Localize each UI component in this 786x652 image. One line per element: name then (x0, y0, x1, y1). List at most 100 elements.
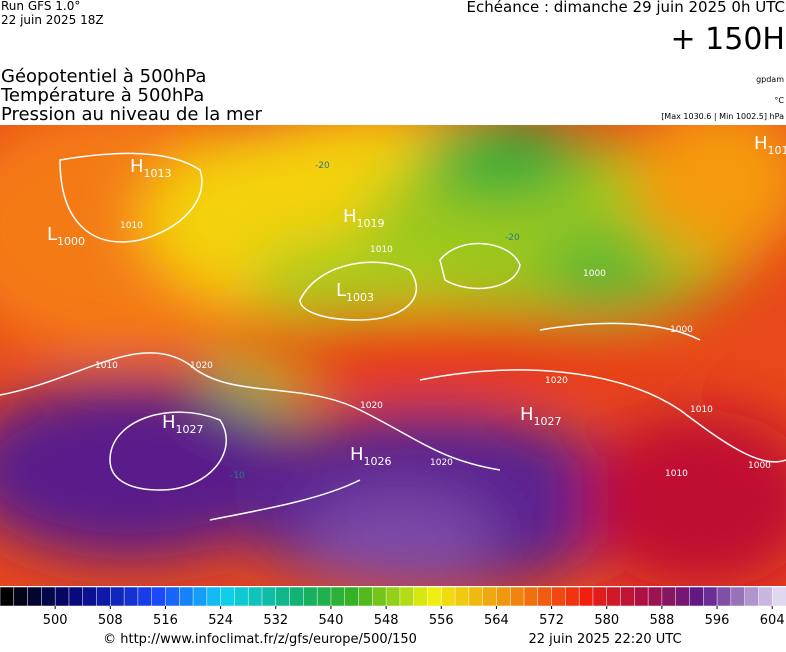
colorbar: 500 508 516 524 532 540 548 556 564 572 580 588 596 6… (0, 586, 786, 628)
pressure-center: H1027 (520, 404, 562, 428)
colorbar-swatch (96, 586, 112, 607)
contour-label: 1010 (665, 469, 688, 479)
contour-label: -20 (315, 161, 330, 171)
colorbar-swatch (399, 586, 415, 607)
colorbar-label: 556 (429, 613, 454, 628)
colorbar-label: 508 (98, 613, 123, 628)
center-letter: H (350, 444, 364, 465)
colorbar-swatch (634, 586, 649, 607)
colorbar-swatch (344, 586, 360, 607)
colorbar-swatch (703, 586, 718, 607)
colorbar-swatch (427, 586, 443, 607)
field: Pression au niveau de la mer (1, 104, 263, 125)
colorbar-swatch (220, 586, 236, 607)
center-letter: H (162, 412, 176, 433)
colorbar-swatch (730, 586, 746, 607)
colorbar-label: 532 (263, 613, 288, 628)
colorbar-swatch (413, 586, 429, 607)
pressure-center: H101 (754, 133, 786, 157)
colorbar-swatch (330, 586, 346, 607)
colorbar-swatch (606, 586, 622, 607)
pressure-center: L1003 (336, 280, 374, 304)
colorbar-swatch (123, 586, 139, 607)
center-letter: H (754, 133, 768, 154)
colorbar-swatch (165, 586, 181, 607)
colorbar-label: 540 (319, 613, 344, 628)
contour-label: -20 (505, 233, 520, 243)
colorbar-swatch (441, 586, 456, 607)
colorbar-swatch (261, 586, 277, 607)
center-letter: L (336, 280, 346, 301)
colorbar-label: 500 (43, 613, 68, 628)
colorbar-label: 524 (208, 613, 233, 628)
center-value: 1027 (534, 415, 562, 428)
colorbar-swatch (13, 586, 29, 607)
center-value: 1000 (57, 235, 85, 248)
colorbar-swatch (206, 586, 222, 607)
forecast: Echéance : dimanche 29 juin 2025 0h UTC (467, 0, 785, 16)
center-letter: H (343, 206, 357, 227)
colorbar-swatch (289, 586, 305, 607)
colorbar-swatch (523, 586, 539, 607)
colorbar-label: 516 (153, 613, 178, 628)
colorbar-label: 604 (760, 613, 785, 628)
unit: °C (774, 96, 784, 105)
colorbar-swatch (647, 586, 663, 607)
colorbar-swatch (68, 586, 84, 607)
colorbar-swatch (551, 586, 567, 607)
contour-label: 1010 (120, 221, 143, 231)
center-value: 1027 (176, 423, 204, 436)
contour-label: 1020 (360, 401, 383, 411)
colorbar-swatch (0, 586, 15, 607)
lead-time: + 150H (671, 22, 786, 57)
colorbar-swatch (771, 586, 786, 607)
center-letter: L (47, 224, 57, 245)
field: Température à 500hPa (0, 85, 204, 106)
colorbar-swatch (151, 586, 167, 607)
colorbar-swatch (509, 586, 525, 607)
colorbar-swatch (661, 586, 677, 607)
colorbar-swatch (316, 586, 332, 607)
field: Géopotentiel à 500hPa (1, 66, 206, 87)
colorbar-swatch (54, 586, 70, 607)
contour-label: 1020 (430, 458, 453, 468)
colorbar-swatch (689, 586, 705, 607)
colorbar-label: 596 (705, 613, 730, 628)
colorbar-swatch (578, 586, 594, 607)
pressure-center: L1000 (47, 224, 85, 248)
map-labels: H1013L1000H1019L1003H1027H1026H1027H1011… (47, 133, 786, 481)
colorbar-swatch (758, 586, 773, 607)
colorbar-swatch (675, 586, 691, 607)
colorbar-label: 548 (374, 613, 399, 628)
contour-label: 1010 (95, 361, 118, 371)
colorbar-swatch (179, 586, 194, 607)
pressure-center: H1019 (343, 206, 385, 230)
colorbar-swatch (744, 586, 760, 607)
colorbar-label: 580 (594, 613, 619, 628)
contour-label: 1020 (190, 361, 213, 371)
pressure-center: H1026 (350, 444, 392, 468)
footer-date: 22 juin 2025 22:20 UTC (528, 632, 681, 647)
colorbar-label: 564 (484, 613, 509, 628)
colorbar-swatch (303, 586, 318, 607)
contour-label: 1000 (748, 461, 771, 471)
colorbar-swatch (247, 586, 263, 607)
colorbar-swatch (716, 586, 732, 607)
contour-label: 1000 (583, 269, 606, 279)
colorbar-swatch (620, 586, 636, 607)
colorbar-label: 588 (649, 613, 674, 628)
isobars (0, 152, 786, 521)
colorbar-swatch (358, 586, 374, 607)
center-value: 1003 (346, 291, 374, 304)
colorbar-swatch (385, 586, 401, 607)
contour-label: 1020 (545, 376, 568, 386)
center-value: 101 (768, 144, 786, 157)
colorbar-swatch (192, 586, 208, 607)
footer-url: © http://www.infoclimat.fr/z/gfs/europe/… (103, 632, 417, 647)
unit: [Max 1030.6 | Min 1002.5] hPa (661, 112, 784, 121)
colorbar-swatch (592, 586, 608, 607)
center-value: 1019 (357, 217, 385, 230)
colorbar-swatch (537, 586, 553, 607)
center-value: 1013 (144, 167, 172, 180)
pressure-center: H1013 (130, 156, 172, 180)
